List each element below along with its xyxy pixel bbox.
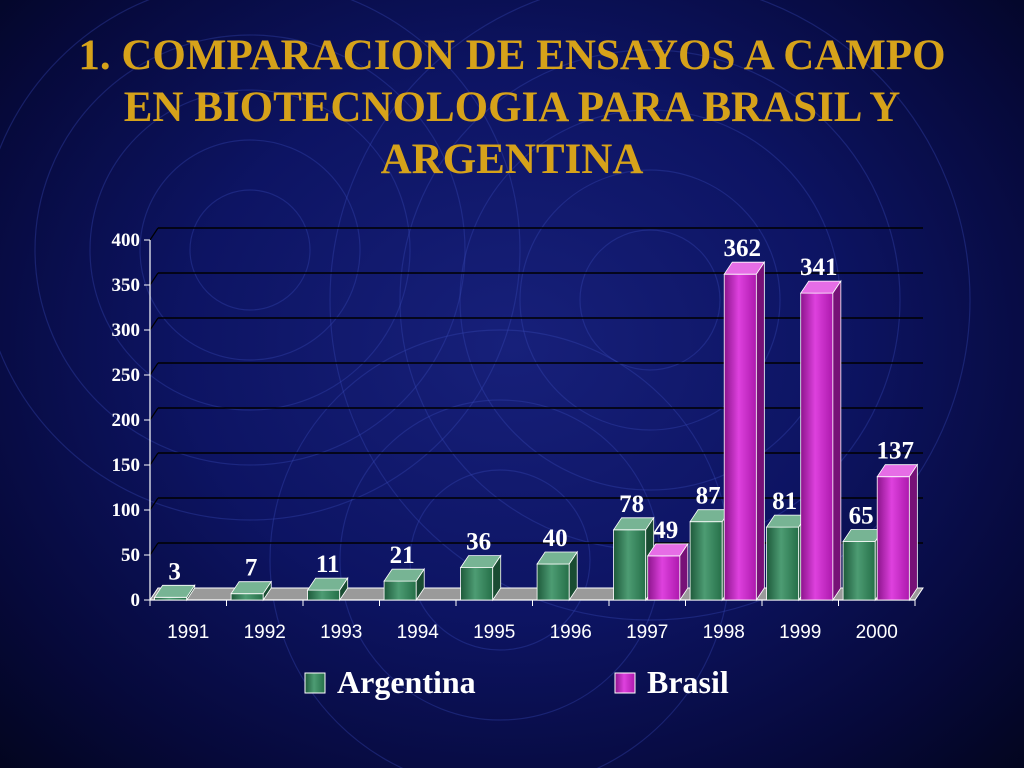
x-tick-label: 1993 bbox=[320, 622, 362, 643]
bar-argentina-1993 bbox=[306, 576, 349, 602]
bar-side bbox=[262, 580, 272, 602]
legend-swatch-brasil bbox=[614, 672, 636, 694]
bar-front bbox=[383, 580, 417, 601]
gridline-side bbox=[149, 542, 159, 556]
y-tick-label: 250 bbox=[112, 365, 141, 386]
title-line-3: ARGENTINA bbox=[380, 136, 644, 183]
bar-side bbox=[679, 542, 689, 602]
bar-side bbox=[908, 463, 918, 602]
gridline-side bbox=[149, 452, 159, 466]
y-tick-label: 400 bbox=[112, 230, 141, 251]
data-label-argentina-1993: 11 bbox=[316, 551, 340, 578]
bar-side bbox=[492, 554, 502, 602]
gridline-side bbox=[149, 362, 159, 376]
title-line-2: EN BIOTECNOLOGIA PARA BRASIL Y bbox=[123, 84, 901, 131]
x-tick-label: 1991 bbox=[167, 622, 209, 643]
data-label-argentina-1998: 87 bbox=[696, 483, 721, 510]
data-label-argentina-1995: 36 bbox=[466, 529, 491, 556]
bar-brasil-1999 bbox=[799, 279, 842, 602]
bar-front bbox=[766, 526, 800, 601]
bar-side bbox=[186, 583, 196, 602]
y-tick-label: 300 bbox=[112, 320, 141, 341]
y-tick-label: 0 bbox=[131, 590, 141, 611]
gridline-side bbox=[149, 497, 159, 511]
gridline-side bbox=[149, 317, 159, 331]
bar-front bbox=[876, 476, 910, 601]
data-label-argentina-1994: 21 bbox=[390, 542, 415, 569]
bar-argentina-1994 bbox=[383, 567, 425, 602]
bar-front bbox=[307, 589, 341, 601]
gridline-side bbox=[149, 272, 159, 286]
y-tick-label: 100 bbox=[112, 500, 141, 521]
gridlines bbox=[149, 227, 923, 556]
gridline-side bbox=[149, 407, 159, 421]
x-tick-label: 1997 bbox=[626, 622, 668, 643]
x-tick-label: 1998 bbox=[703, 622, 745, 643]
x-tick-label: 1992 bbox=[244, 622, 286, 643]
title-line-1: 1. COMPARACION DE ENSAYOS A CAMPO bbox=[78, 32, 946, 79]
x-tick-label: 1995 bbox=[473, 622, 515, 643]
data-label-argentina-1992: 7 bbox=[245, 555, 258, 582]
y-tick-label: 150 bbox=[112, 455, 141, 476]
bar-argentina-1995 bbox=[459, 554, 502, 602]
data-label-argentina-1996: 40 bbox=[543, 525, 568, 552]
bar-front bbox=[230, 593, 264, 601]
bar-side bbox=[415, 567, 425, 602]
x-tick-label: 1996 bbox=[550, 622, 592, 643]
x-tick-label: 1999 bbox=[779, 622, 821, 643]
y-tick-label: 200 bbox=[112, 410, 141, 431]
x-axis-ticks: 1991 1992 1993 1994 1995 1996 1997 1998 1999 2000 bbox=[149, 600, 916, 643]
bar-front bbox=[689, 521, 723, 601]
y-tick-label: 50 bbox=[121, 545, 140, 566]
bar-side bbox=[568, 550, 578, 602]
data-label-brasil-2000: 137 bbox=[877, 438, 915, 465]
data-label-argentina-1991: 3 bbox=[168, 558, 181, 585]
bar-front bbox=[723, 273, 757, 601]
bar-front bbox=[842, 541, 876, 601]
bar-brasil-1997 bbox=[646, 542, 689, 602]
gridline-side bbox=[149, 227, 159, 241]
x-tick-label: 2000 bbox=[856, 622, 898, 643]
y-tick-label: 350 bbox=[112, 275, 141, 296]
legend-label-argentina: Argentina bbox=[337, 664, 476, 700]
y-axis: 0 50 100 150 200 250 300 350 400 bbox=[112, 230, 151, 611]
bar-front bbox=[460, 567, 494, 601]
legend: Argentina Brasil bbox=[304, 664, 729, 700]
data-labels: 3 7 11 21 36 40 78 49 87 362 81 341 65 137 bbox=[168, 235, 914, 585]
legend-label-brasil: Brasil bbox=[647, 664, 729, 700]
data-label-brasil-1999: 341 bbox=[800, 254, 838, 281]
bar-front bbox=[154, 596, 188, 601]
bar-front bbox=[613, 529, 647, 601]
bar-front bbox=[647, 555, 681, 601]
bar-argentina-1992 bbox=[230, 580, 272, 602]
data-label-argentina-2000: 65 bbox=[849, 503, 874, 530]
bar-front bbox=[536, 563, 570, 601]
bars bbox=[153, 260, 919, 602]
data-label-argentina-1997: 78 bbox=[619, 491, 644, 518]
x-tick-label: 1994 bbox=[397, 622, 440, 643]
data-label-argentina-1999: 81 bbox=[772, 488, 797, 515]
bar-brasil-1998 bbox=[723, 260, 766, 602]
page-title: 1. COMPARACION DE ENSAYOS A CAMPO EN BIO… bbox=[0, 30, 1024, 186]
bar-argentina-1996 bbox=[536, 550, 578, 602]
bar-side bbox=[832, 279, 842, 602]
bar-side bbox=[755, 260, 765, 602]
legend-swatch-argentina bbox=[304, 672, 326, 694]
data-label-brasil-1998: 362 bbox=[724, 235, 762, 262]
data-label-brasil-1997: 49 bbox=[653, 517, 678, 544]
bar-side bbox=[339, 576, 349, 602]
bar-front bbox=[800, 292, 834, 601]
bar-brasil-2000 bbox=[876, 463, 919, 602]
bar-argentina-1991 bbox=[153, 583, 196, 602]
